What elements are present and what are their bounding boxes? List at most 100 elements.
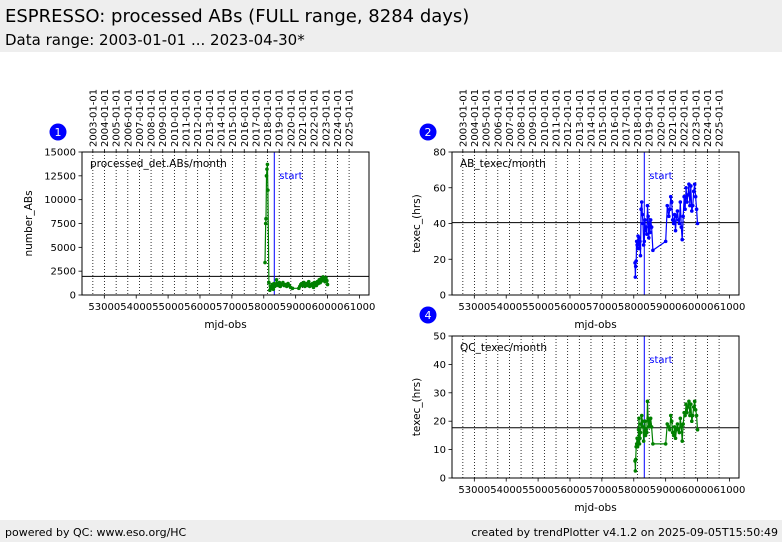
y-tick-label: 50 bbox=[433, 332, 446, 343]
top-tick-label: 2012-01-01 bbox=[563, 89, 574, 147]
x-axis-label: mjd-obs bbox=[204, 319, 246, 331]
data-point bbox=[668, 194, 673, 199]
data-point bbox=[645, 203, 650, 208]
top-tick-label: 2008-01-01 bbox=[147, 89, 158, 147]
top-tick-label: 2015-01-01 bbox=[228, 89, 239, 147]
x-tick-label: 56000 bbox=[184, 302, 216, 313]
data-point bbox=[648, 230, 652, 235]
top-tick-label: 2010-01-01 bbox=[170, 89, 181, 147]
y-tick-label: 60 bbox=[433, 183, 446, 194]
y-tick-label: 0 bbox=[440, 291, 446, 302]
data-point bbox=[691, 189, 696, 194]
y-tick-label: 5000 bbox=[51, 243, 76, 254]
data-point bbox=[281, 280, 285, 285]
start-marker-label: start bbox=[279, 171, 302, 182]
y-tick-label: 0 bbox=[70, 291, 76, 302]
y-tick-label: 10 bbox=[433, 445, 446, 456]
top-tick-label: 2009-01-01 bbox=[158, 89, 169, 147]
data-point bbox=[264, 174, 269, 178]
data-point bbox=[265, 167, 269, 171]
data-point bbox=[642, 430, 647, 435]
data-point bbox=[265, 162, 270, 167]
data-point bbox=[325, 278, 329, 283]
top-tick-label: 2009-01-01 bbox=[528, 89, 539, 147]
top-tick-label: 2006-01-01 bbox=[493, 89, 504, 147]
data-point bbox=[263, 260, 267, 265]
data-point bbox=[690, 203, 695, 208]
data-point bbox=[635, 444, 640, 449]
data-point bbox=[633, 469, 638, 473]
x-tick-label: 60000 bbox=[312, 302, 344, 313]
x-tick-label: 55000 bbox=[522, 485, 554, 496]
data-point bbox=[693, 408, 698, 412]
top-tick-label: 2010-01-01 bbox=[540, 89, 551, 147]
top-tick-label: 2003-01-01 bbox=[458, 89, 469, 147]
data-point bbox=[266, 188, 270, 192]
data-point bbox=[645, 232, 649, 237]
x-tick-label: 56000 bbox=[554, 302, 586, 313]
data-point bbox=[263, 221, 268, 226]
data-point bbox=[636, 427, 641, 432]
x-tick-label: 56000 bbox=[554, 485, 586, 496]
data-point bbox=[681, 214, 685, 219]
x-tick-label: 61000 bbox=[714, 485, 746, 496]
top-tick-label: 2022-01-01 bbox=[680, 89, 691, 147]
top-tick-label: 2013-01-01 bbox=[575, 89, 586, 147]
top-tick-label: 2007-01-01 bbox=[505, 89, 516, 147]
data-point bbox=[682, 410, 686, 415]
data-point bbox=[646, 425, 651, 429]
top-tick-label: 2006-01-01 bbox=[123, 89, 134, 147]
data-point bbox=[676, 218, 681, 222]
data-point bbox=[648, 416, 653, 421]
data-point bbox=[646, 236, 651, 240]
footer-created-by: created by trendPlotter v4.1.2 on 2025-0… bbox=[471, 526, 778, 539]
panel-number-label: 4 bbox=[425, 309, 432, 322]
top-tick-label: 2025-01-01 bbox=[715, 89, 726, 147]
data-point bbox=[638, 239, 642, 244]
data-point bbox=[643, 218, 647, 222]
start-marker-label: start bbox=[649, 171, 672, 182]
plot-frame bbox=[451, 335, 740, 479]
data-point bbox=[663, 442, 668, 446]
data-point bbox=[264, 216, 268, 221]
data-point bbox=[680, 439, 685, 443]
y-tick-label: 7500 bbox=[51, 219, 76, 230]
chart-title: processed_det.ABs/month bbox=[90, 158, 227, 170]
data-point bbox=[683, 207, 687, 211]
data-point bbox=[695, 427, 700, 432]
data-point bbox=[634, 442, 639, 446]
data-point bbox=[690, 413, 695, 418]
data-point bbox=[674, 214, 679, 219]
top-tick-label: 2020-01-01 bbox=[656, 89, 667, 147]
top-tick-label: 2023-01-01 bbox=[321, 89, 332, 147]
data-point bbox=[686, 193, 690, 197]
top-tick-label: 2007-01-01 bbox=[135, 89, 146, 147]
data-point bbox=[646, 416, 650, 421]
data-point bbox=[687, 399, 691, 404]
data-point bbox=[693, 194, 698, 199]
top-tick-label: 2011-01-01 bbox=[552, 89, 563, 147]
data-point bbox=[644, 427, 649, 432]
x-tick-label: 53000 bbox=[88, 302, 120, 313]
data-point bbox=[644, 225, 649, 229]
data-point bbox=[675, 209, 680, 213]
data-point bbox=[671, 221, 676, 226]
data-point bbox=[641, 425, 645, 429]
data-point bbox=[645, 399, 650, 404]
data-point bbox=[643, 433, 648, 438]
x-tick-label: 53000 bbox=[458, 302, 490, 313]
data-point bbox=[638, 253, 643, 258]
data-point bbox=[648, 218, 653, 222]
y-tick-label: 30 bbox=[433, 388, 446, 399]
data-point bbox=[639, 422, 643, 426]
top-tick-label: 2017-01-01 bbox=[251, 89, 262, 147]
data-point bbox=[670, 218, 675, 222]
top-tick-label: 2005-01-01 bbox=[482, 89, 493, 147]
data-point bbox=[642, 239, 647, 244]
y-tick-label: 40 bbox=[433, 360, 446, 371]
y-axis-label: texec_(hrs) bbox=[411, 194, 423, 252]
data-point bbox=[321, 275, 325, 279]
data-point bbox=[290, 286, 295, 291]
data-point bbox=[672, 425, 677, 429]
